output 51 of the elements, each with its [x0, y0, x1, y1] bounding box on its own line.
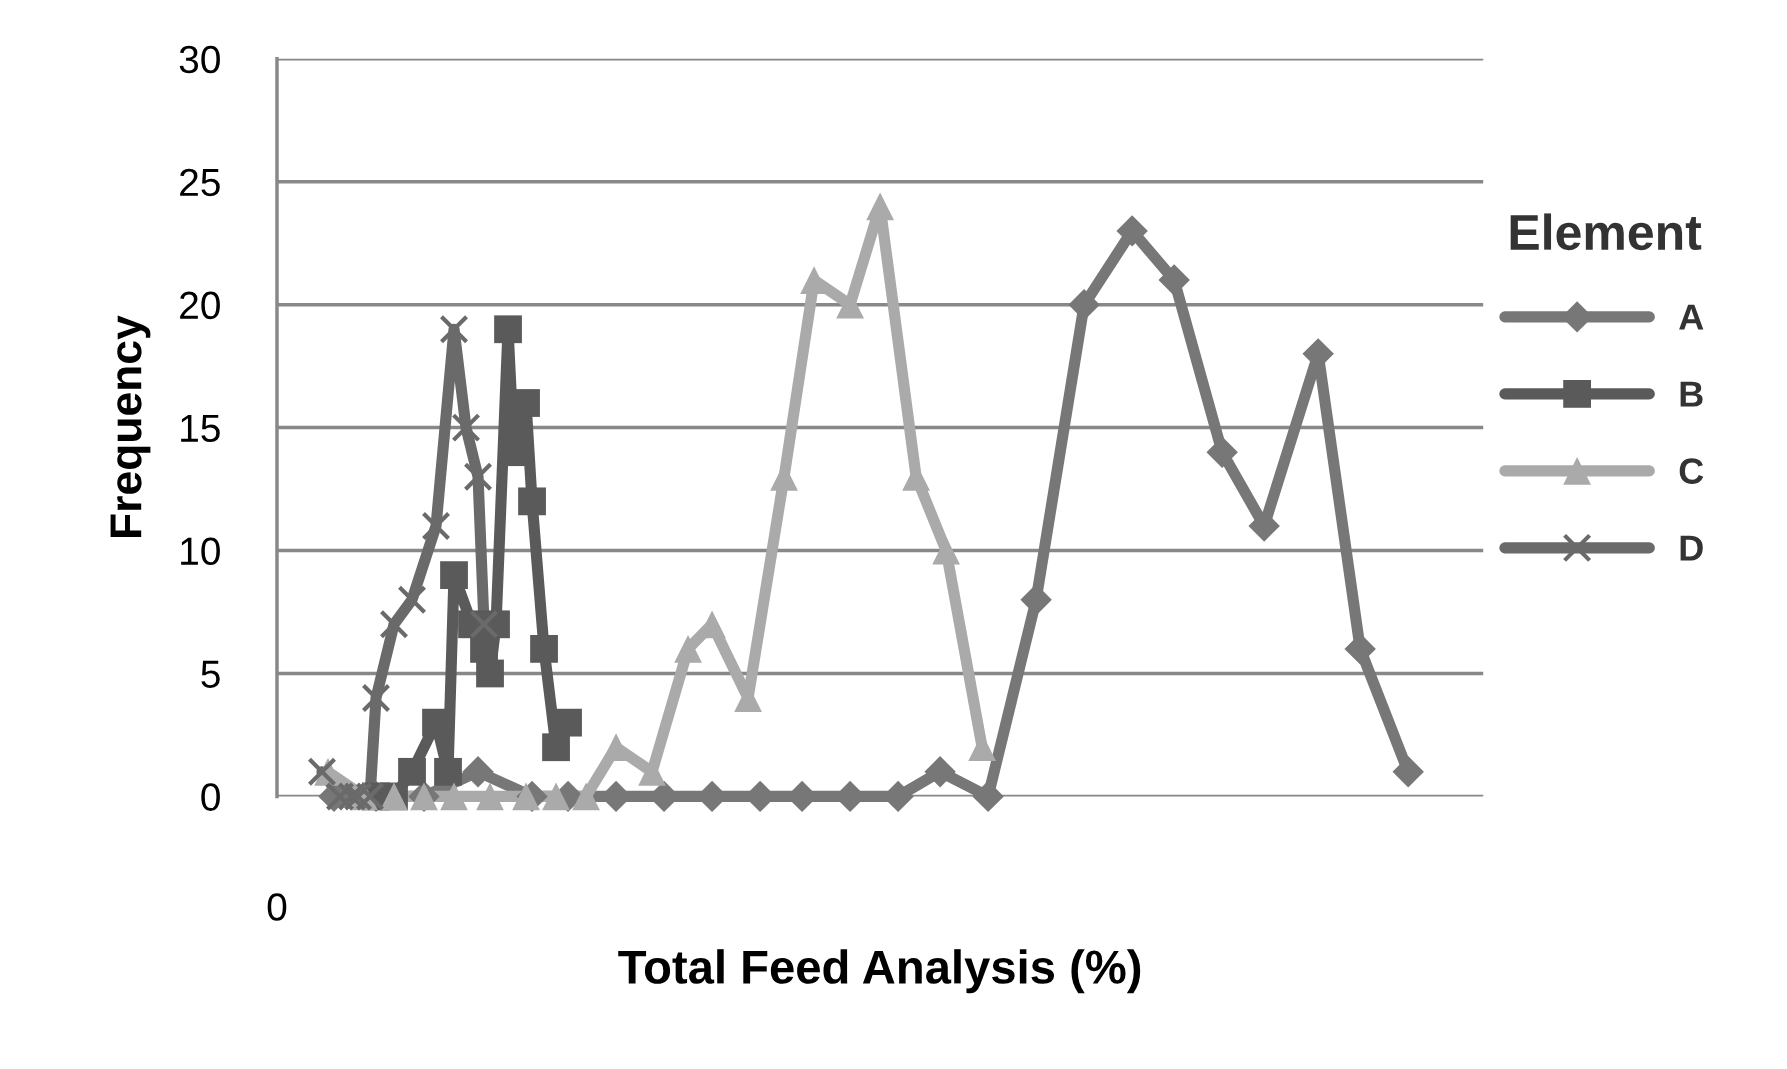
legend-label: A [1679, 304, 1704, 330]
point [379, 609, 409, 639]
point [421, 511, 451, 541]
legend-label: D [1680, 535, 1703, 561]
point [932, 536, 960, 565]
point [1206, 436, 1238, 468]
point [440, 782, 468, 811]
legend-title: Element [1510, 213, 1702, 251]
point [530, 634, 558, 663]
y-tick-label: 10 [181, 537, 220, 566]
point [542, 782, 570, 811]
point [398, 757, 426, 786]
y-axis-title: Frequency [110, 315, 151, 537]
point [674, 634, 702, 663]
point [1158, 264, 1190, 296]
y-tick-label: 20 [180, 291, 220, 320]
y-tick-label: 15 [181, 414, 220, 443]
point [439, 314, 469, 344]
point [554, 708, 582, 737]
point [476, 659, 504, 688]
point [512, 782, 540, 811]
point [542, 733, 570, 762]
point [397, 585, 427, 615]
point [494, 315, 522, 344]
point [462, 756, 494, 788]
point [451, 413, 481, 443]
point [1068, 288, 1100, 321]
point [572, 782, 600, 811]
point [307, 757, 337, 787]
point [434, 757, 462, 786]
point [476, 782, 504, 811]
point [1392, 756, 1424, 788]
legend-label: B [1680, 381, 1703, 407]
point [440, 561, 468, 590]
point [1248, 510, 1280, 542]
point [469, 609, 499, 639]
point [800, 266, 828, 294]
point [1116, 215, 1148, 247]
point [518, 487, 546, 516]
point [361, 683, 391, 713]
x-axis-title: Total Feed Analysis (%) [618, 949, 1141, 994]
text: 0 [267, 893, 287, 921]
y-tick-label: 0 [201, 783, 220, 811]
point [463, 462, 493, 492]
y-tick-label: 30 [179, 45, 220, 74]
legend-label: C [1679, 458, 1704, 484]
y-tick-label: 25 [180, 168, 220, 197]
y-tick-label: 5 [201, 660, 220, 688]
point [866, 192, 894, 221]
point [972, 780, 1004, 813]
point [924, 756, 956, 788]
